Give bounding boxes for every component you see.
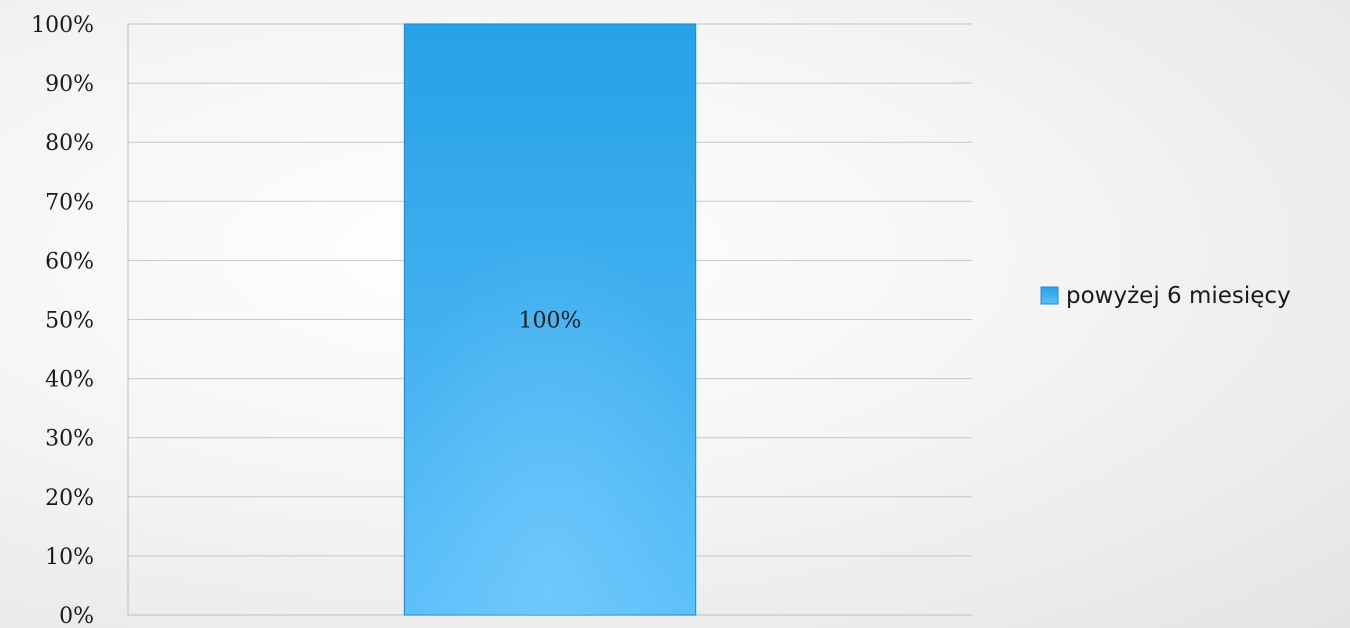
y-tick-label: 80% xyxy=(45,131,94,156)
y-tick-label: 100% xyxy=(31,13,94,38)
legend-label: powyżej 6 miesięcy xyxy=(1066,283,1291,309)
bars xyxy=(403,23,697,616)
data-labels: 100% xyxy=(519,309,582,334)
y-tick-label: 30% xyxy=(45,427,94,452)
y-tick-label: 70% xyxy=(45,190,94,215)
legend: powyżej 6 miesięcy xyxy=(1040,283,1291,309)
y-tick-label: 10% xyxy=(45,545,94,570)
y-tick-label: 40% xyxy=(45,368,94,393)
legend-swatch xyxy=(1040,286,1059,305)
y-tick-label: 60% xyxy=(45,249,94,274)
y-tick-label: 90% xyxy=(45,72,94,97)
y-axis-tick-labels: 0% 10% 20% 30% 40% 50% 60% 70% 80% 90% 100% xyxy=(31,13,94,628)
y-tick-label: 20% xyxy=(45,486,94,511)
bar-highlight xyxy=(404,24,696,615)
y-tick-label: 50% xyxy=(45,309,94,334)
y-tick-label: 0% xyxy=(59,604,94,628)
bar-data-label: 100% xyxy=(519,309,582,334)
